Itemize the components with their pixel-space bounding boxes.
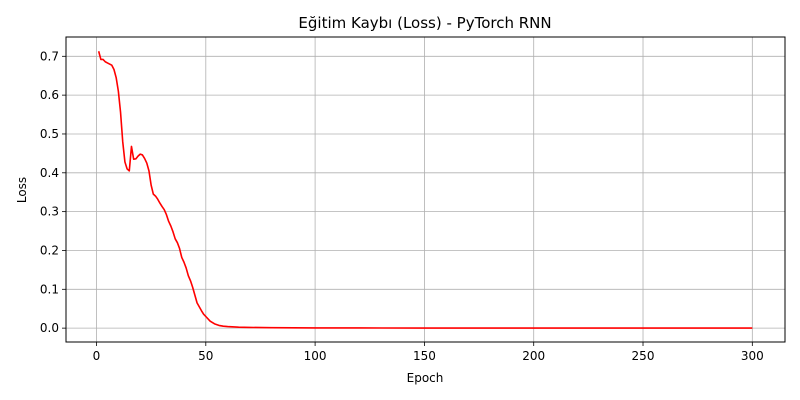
y-tick-label: 0.7 [40, 49, 59, 63]
y-tick-label: 0.1 [40, 282, 59, 296]
x-tick-label: 250 [632, 349, 655, 363]
y-tick-label: 0.4 [40, 166, 59, 180]
x-tick-label: 300 [741, 349, 764, 363]
x-tick-label: 50 [198, 349, 213, 363]
y-tick-label: 0.3 [40, 205, 59, 219]
x-axis-label: Epoch [407, 371, 444, 385]
x-tick-label: 100 [304, 349, 327, 363]
plot-area [97, 51, 753, 329]
y-axis-ticks: 0.0 0.1 0.2 0.3 0.4 0.5 0.6 0.7 [40, 49, 66, 335]
x-axis-ticks: 0 50 100 150 200 250 300 [93, 342, 764, 363]
y-tick-label: 0.0 [40, 321, 59, 335]
plot-frame [65, 36, 786, 343]
y-tick-label: 0.5 [40, 127, 59, 141]
y-axis-label: Loss [15, 177, 29, 203]
grid-lines [66, 37, 785, 342]
loss-series-line [97, 51, 753, 329]
y-tick-label: 0.6 [40, 88, 59, 102]
y-tick-label: 0.2 [40, 243, 59, 257]
x-tick-label: 150 [413, 349, 436, 363]
chart-title: Eğitim Kaybı (Loss) - PyTorch RNN [298, 14, 551, 32]
x-tick-label: 0 [93, 349, 101, 363]
x-tick-label: 200 [522, 349, 545, 363]
